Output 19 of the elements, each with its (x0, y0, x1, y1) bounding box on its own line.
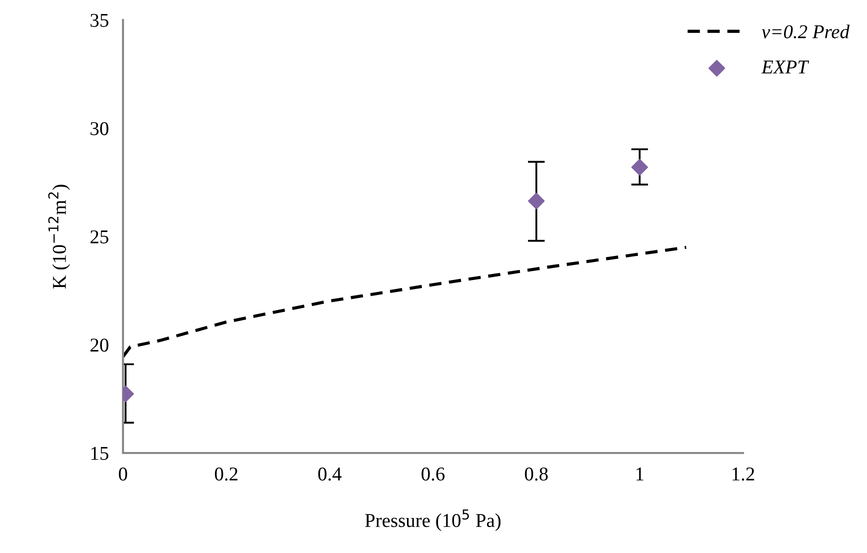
line-series (123, 246, 688, 358)
y-axis-title: K (10$^{−12}$m$^{2}$) (48, 184, 70, 289)
x-axis-title: Pressure (10$^{5}$ Pa) (365, 510, 501, 532)
y-tick-label: 15 (91, 446, 108, 460)
x-tick-label: 0.6 (422, 467, 445, 481)
y-tick-label: 25 (90, 230, 108, 244)
x-tick-label: 0 (118, 467, 128, 481)
x-tick-label: 0.4 (318, 467, 342, 481)
y-tick-label: 20 (90, 338, 108, 352)
x-tick-label: 0.8 (524, 467, 548, 481)
legend-label: EXPT (761, 60, 810, 74)
x-tick-label: 1.2 (732, 468, 754, 481)
legend-label: v=0.2 Pred (762, 24, 850, 38)
x-tick-label: 0.2 (214, 467, 238, 481)
x-tick-label: 1 (636, 468, 644, 480)
y-tick-label: 30 (90, 122, 108, 136)
y-tick-label: 35 (90, 14, 108, 27)
point (631, 158, 648, 176)
point (528, 192, 545, 210)
